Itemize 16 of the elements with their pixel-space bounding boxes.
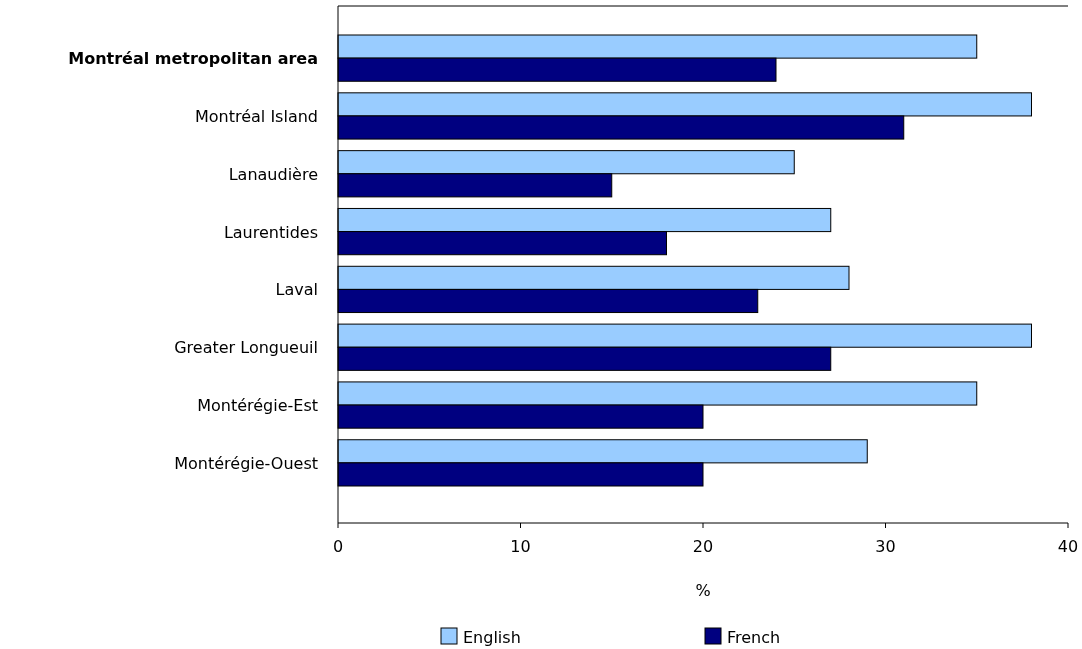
- x-tick-label: 20: [692, 537, 714, 556]
- x-tick-label: 30: [875, 537, 896, 556]
- y-tick-label: Laval: [275, 280, 318, 300]
- y-tick-label: Lanaudière: [228, 164, 318, 184]
- y-tick-label: Montérégie-Est: [197, 396, 318, 416]
- y-tick-label: Montréal metropolitan area: [68, 49, 318, 69]
- y-tick-label: Greater Longueuil: [174, 338, 318, 358]
- y-tick-label: Laurentides: [223, 222, 318, 242]
- x-tick-label: 0: [332, 537, 344, 556]
- y-tick-label: Montérégie-Ouest: [174, 453, 318, 473]
- x-tick-label: 40: [1057, 537, 1079, 556]
- x-axis-title: %: [695, 581, 711, 600]
- legend-label: English: [463, 628, 521, 647]
- x-tick-label: 10: [510, 537, 531, 556]
- y-tick-label: Montréal Island: [194, 106, 318, 126]
- legend-label: French: [727, 628, 781, 647]
